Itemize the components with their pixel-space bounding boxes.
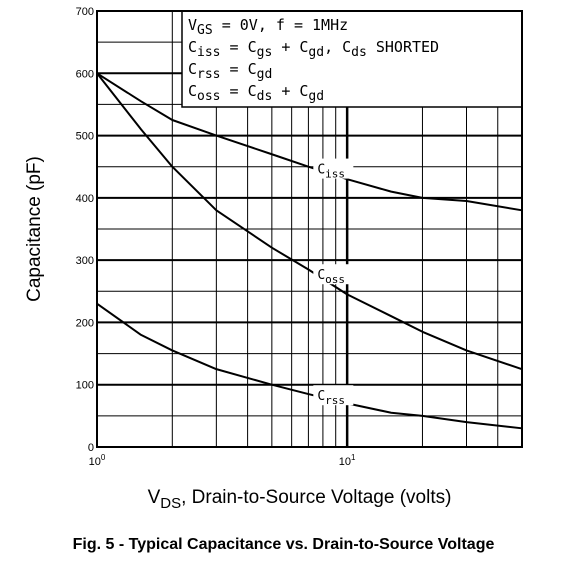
legend-text: C	[188, 38, 197, 56]
curve-iss	[96, 72, 523, 212]
legend-line: Crss = Cgd	[188, 60, 272, 82]
y-axis-label: Capacitance (pF)	[24, 156, 45, 302]
legend-text: = C	[221, 38, 257, 56]
legend-subscript: gd	[308, 89, 324, 104]
x-label-main: V	[148, 487, 161, 508]
legend-box	[181, 10, 523, 108]
legend-text: C	[188, 60, 197, 78]
x-tick-label: 100	[89, 453, 106, 468]
legend-subscript: iss	[197, 45, 220, 60]
legend-line: VGS = 0V, f = 1MHz	[188, 16, 348, 38]
legend-text: = 0V, f = 1MHz	[213, 16, 348, 34]
legend-subscript: gd	[257, 67, 273, 82]
x-label-rest: , Drain-to-Source Voltage (volts)	[181, 487, 451, 508]
x-label-sub: DS	[160, 495, 181, 512]
legend-subscript: rss	[197, 67, 220, 82]
x-tick-base: 10	[89, 456, 101, 468]
curve-label-bg	[313, 264, 354, 285]
y-tick-label: 500	[76, 131, 94, 143]
curve-oss	[96, 72, 523, 371]
y-tick-label: 600	[76, 68, 94, 80]
plot-frame	[96, 10, 523, 448]
curve-label-main: C	[317, 389, 325, 404]
legend-subscript: oss	[197, 89, 220, 104]
curve-label-oss: Coss	[317, 268, 345, 286]
x-tick-base: 10	[339, 456, 351, 468]
legend-text: + C	[272, 38, 308, 56]
y-tick-label: 200	[76, 317, 94, 329]
x-tick-label: 101	[339, 453, 356, 468]
legend-subscript: gs	[257, 45, 273, 60]
legend-subscript: ds	[351, 45, 367, 60]
y-tick-label: 700	[76, 6, 94, 18]
legend-line: Ciss = Cgs + Cgd, Cds SHORTED	[188, 38, 439, 60]
curve-label-sub: rss	[325, 394, 345, 407]
legend-text: + C	[272, 82, 308, 100]
legend-subscript: gd	[308, 45, 324, 60]
legend-text: = C	[221, 82, 257, 100]
legend-line: Coss = Cds + Cgd	[188, 82, 324, 104]
y-tick-label: 0	[88, 442, 94, 454]
figure-caption: Fig. 5 - Typical Capacitance vs. Drain-t…	[72, 536, 495, 553]
x-tick-exp: 1	[351, 453, 356, 462]
x-tick-exp: 0	[101, 453, 106, 462]
x-axis-label: VDS, Drain-to-Source Voltage (volts)	[148, 487, 452, 512]
curve-label-sub: oss	[325, 273, 345, 286]
curve-label-bg	[313, 158, 354, 179]
curve-label-sub: iss	[325, 168, 345, 181]
curve-label-bg	[313, 385, 354, 406]
curve-label-main: C	[317, 268, 325, 283]
legend-text: C	[188, 82, 197, 100]
y-tick-label: 100	[76, 380, 94, 392]
legend-text: = C	[221, 60, 257, 78]
legend-subscript: ds	[257, 89, 273, 104]
curve-label-rss: Crss	[317, 389, 345, 407]
curve-rss	[96, 302, 523, 430]
y-tick-label: 300	[76, 255, 94, 267]
legend-text: V	[188, 16, 197, 34]
legend-text: , C	[324, 38, 351, 56]
curve-label-main: C	[317, 163, 325, 178]
legend-subscript: GS	[197, 23, 213, 38]
legend-text: SHORTED	[367, 38, 439, 56]
y-tick-label: 400	[76, 193, 94, 205]
curve-label-iss: Ciss	[317, 163, 345, 181]
